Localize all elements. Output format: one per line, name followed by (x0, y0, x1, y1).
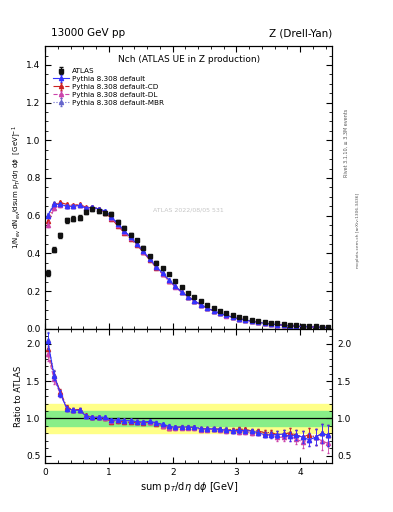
Text: 13000 GeV pp: 13000 GeV pp (51, 28, 125, 38)
Text: mcplots.cern.ch [arXiv:1306.3436]: mcplots.cern.ch [arXiv:1306.3436] (356, 193, 360, 268)
Text: Nch (ATLAS UE in Z production): Nch (ATLAS UE in Z production) (118, 55, 260, 63)
Text: Z (Drell-Yan): Z (Drell-Yan) (269, 28, 332, 38)
Legend: ATLAS, Pythia 8.308 default, Pythia 8.308 default-CD, Pythia 8.308 default-DL, P: ATLAS, Pythia 8.308 default, Pythia 8.30… (50, 65, 167, 109)
X-axis label: sum p$_T$/d$\eta$ d$\phi$ [GeV]: sum p$_T$/d$\eta$ d$\phi$ [GeV] (140, 480, 238, 494)
Text: Rivet 3.1.10, ≥ 3.3M events: Rivet 3.1.10, ≥ 3.3M events (344, 109, 349, 178)
Bar (45, 403, 332, 434)
Y-axis label: Ratio to ATLAS: Ratio to ATLAS (14, 366, 23, 426)
Y-axis label: 1/N$_{\rm ev}$ dN$_{\rm ev}$/dsum p$_T$/d$\eta$ d$\phi$  [GeV]$^{-1}$: 1/N$_{\rm ev}$ dN$_{\rm ev}$/dsum p$_T$/… (10, 125, 23, 249)
Bar (45, 411, 332, 426)
Text: ATLAS 2022/08/05 531: ATLAS 2022/08/05 531 (153, 207, 224, 212)
